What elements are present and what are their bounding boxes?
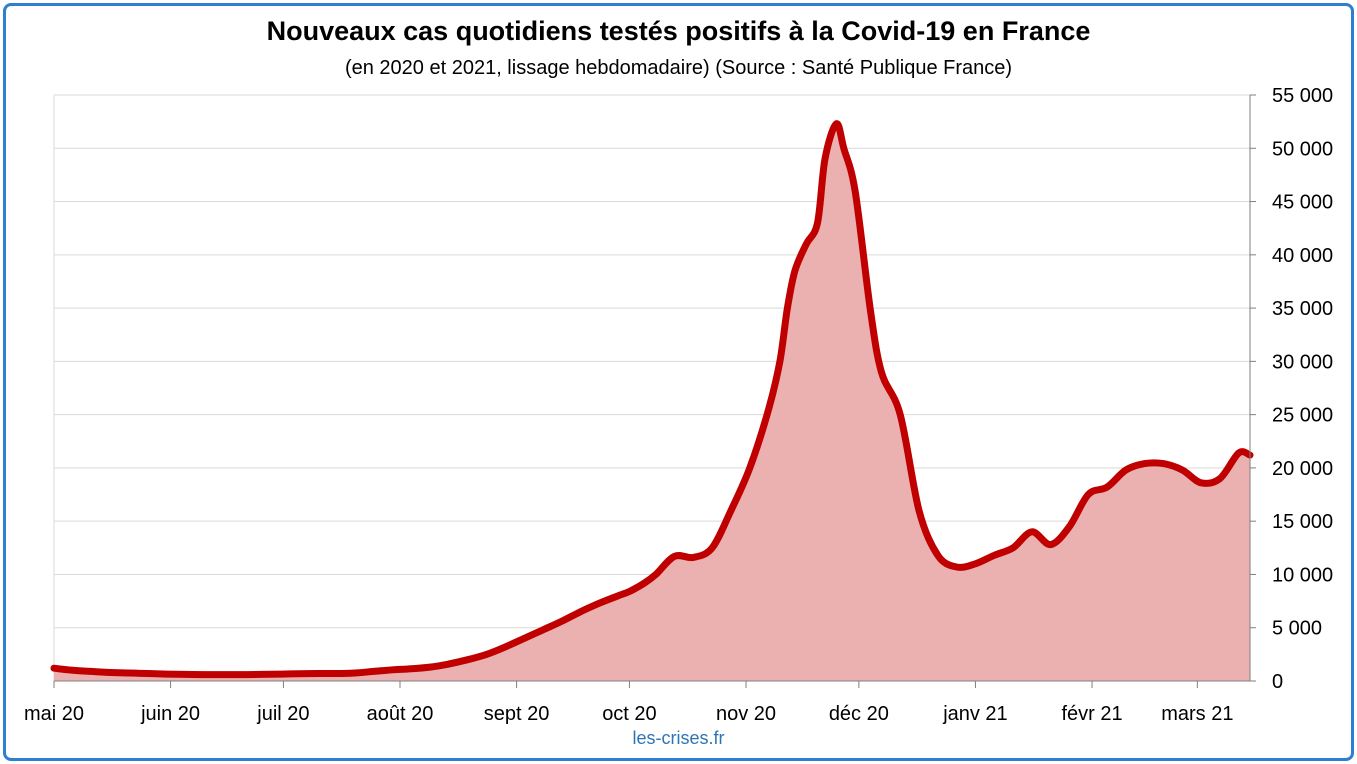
y-tick-label: 35 000 bbox=[1272, 298, 1333, 320]
y-tick-label: 25 000 bbox=[1272, 405, 1333, 427]
series-area bbox=[54, 123, 1250, 682]
y-tick-label: 15 000 bbox=[1272, 511, 1333, 533]
x-tick-label: nov 20 bbox=[716, 703, 776, 725]
y-tick-label: 10 000 bbox=[1272, 564, 1333, 586]
y-tick-label: 50 000 bbox=[1272, 138, 1333, 160]
x-tick-label: juil 20 bbox=[256, 703, 309, 725]
x-axis-ticks: mai 20 juin 20 juil 20 août 20 sept 20 oct 20… bbox=[24, 681, 1233, 725]
y-tick-label: 5 000 bbox=[1272, 618, 1322, 640]
x-tick-label: mai 20 bbox=[24, 703, 84, 725]
y-tick-label: 45 000 bbox=[1272, 192, 1333, 214]
y-tick-label: 40 000 bbox=[1272, 245, 1333, 267]
source-label: les-crises.fr bbox=[632, 728, 725, 748]
x-tick-label: févr 21 bbox=[1061, 703, 1122, 725]
y-axis-ticks: 0 5 000 10 000 15 000 20 000 25 000 30 000 35 0… bbox=[1250, 85, 1333, 693]
y-tick-label: 0 bbox=[1272, 671, 1283, 693]
chart-title: Nouveaux cas quotidiens testés positifs … bbox=[266, 16, 1091, 46]
x-tick-label: déc 20 bbox=[829, 703, 889, 725]
x-tick-label: juin 20 bbox=[140, 703, 200, 725]
x-tick-label: oct 20 bbox=[602, 703, 656, 725]
x-tick-label: janv 21 bbox=[942, 703, 1008, 725]
y-tick-label: 30 000 bbox=[1272, 351, 1333, 373]
x-tick-label: mars 21 bbox=[1161, 703, 1233, 725]
series-line bbox=[50, 120, 1254, 679]
x-tick-label: août 20 bbox=[367, 703, 434, 725]
y-tick-label: 20 000 bbox=[1272, 458, 1333, 480]
y-tick-label: 55 000 bbox=[1272, 85, 1333, 107]
x-tick-label: sept 20 bbox=[484, 703, 550, 725]
chart-subtitle: (en 2020 et 2021, lissage hebdomadaire) … bbox=[344, 57, 1013, 79]
